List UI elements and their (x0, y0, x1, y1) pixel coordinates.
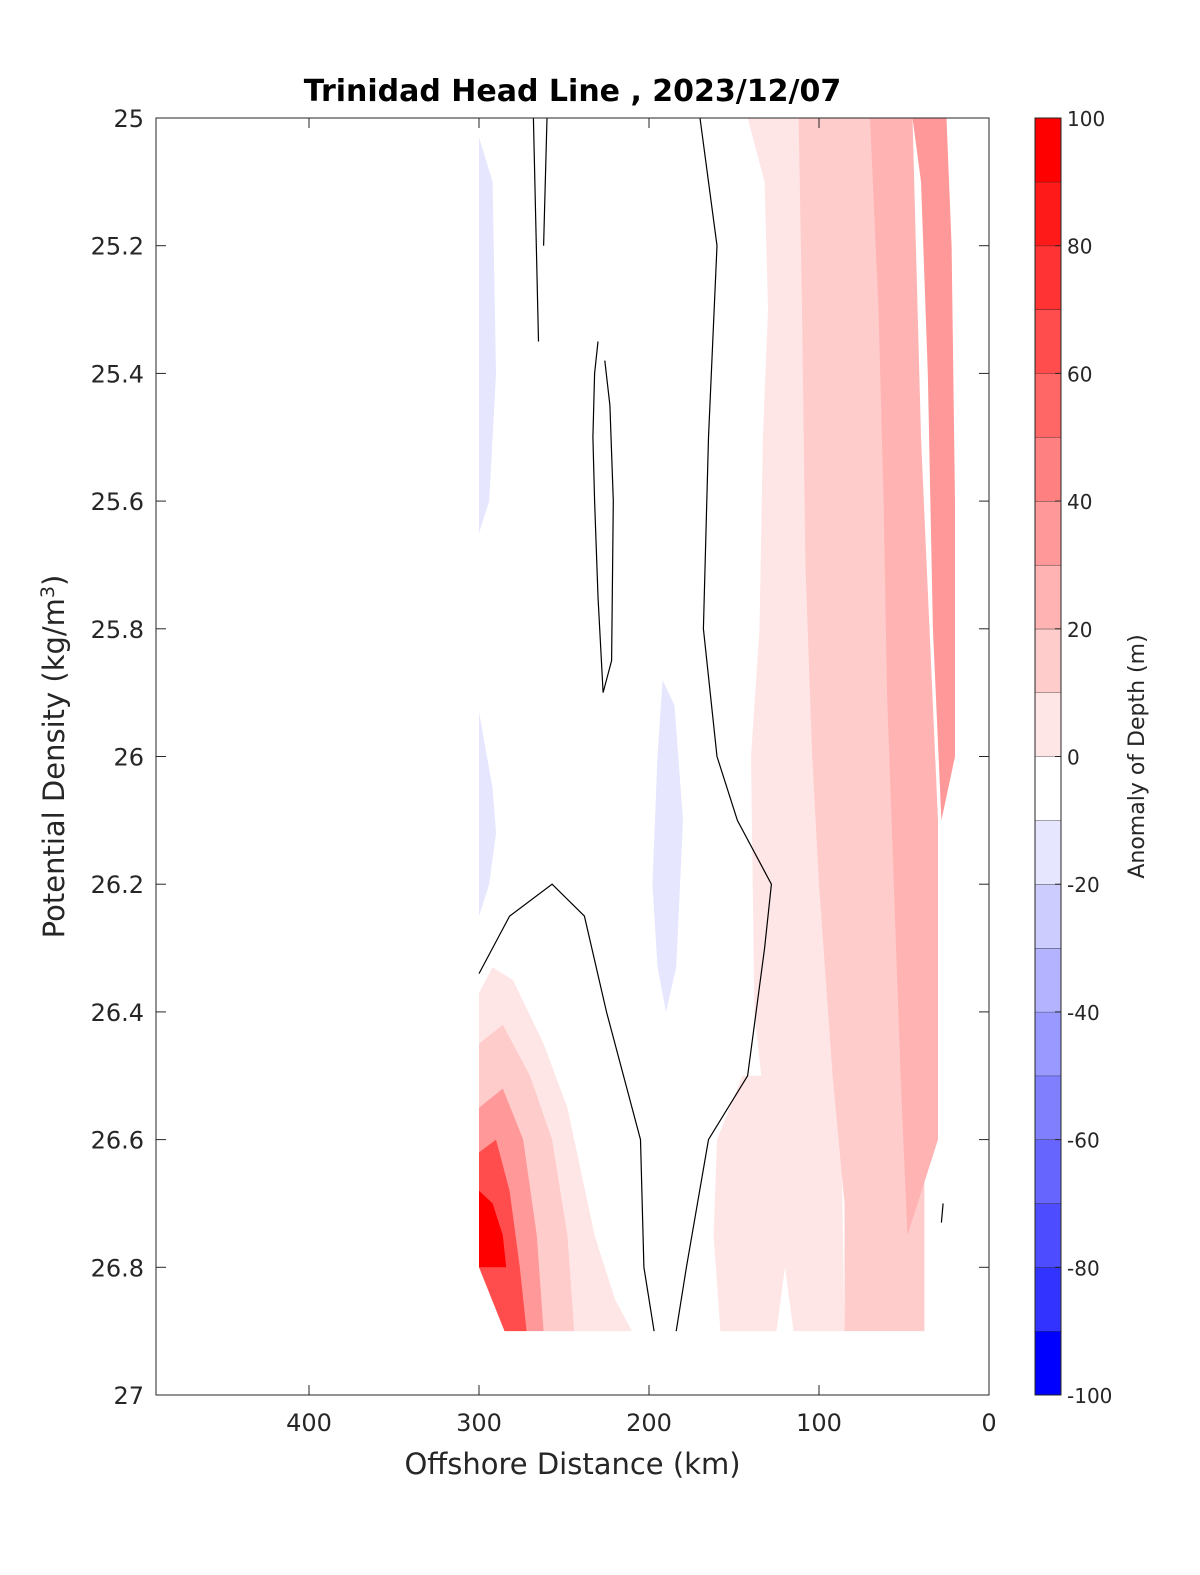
contour-fill-region-12 (479, 1139, 527, 1332)
colorbar-band--70 (1035, 1139, 1061, 1204)
contour-fill-region-13 (479, 1190, 507, 1268)
x-tick-label-2: 200 (626, 1409, 672, 1437)
colorbar-band--50 (1035, 1011, 1061, 1076)
colorbar-tick-label-3: 40 (1067, 490, 1092, 514)
y-tick-label-7: 26.4 (91, 999, 144, 1027)
y-tick-label-10: 27 (113, 1382, 144, 1410)
x-tick-label-0: 400 (286, 1409, 332, 1437)
colorbar-band-10 (1035, 628, 1061, 693)
colorbar-band--100 (1035, 1331, 1061, 1395)
contour-fill-region-7 (870, 118, 938, 1236)
zero-contour-line-4 (478, 883, 655, 1332)
colorbar-band--80 (1035, 1203, 1061, 1268)
contour-fill-region-8 (912, 118, 955, 821)
colorbar-band-30 (1035, 501, 1061, 565)
colorbar-tick-label-5: 0 (1067, 746, 1080, 770)
colorbar-band--90 (1035, 1267, 1061, 1332)
zero-contour-line-5 (940, 1203, 944, 1223)
colorbar-band--30 (1035, 884, 1061, 949)
contour-fill-region-2 (479, 711, 496, 917)
colorbar-tick-label-6: -20 (1067, 873, 1100, 897)
colorbar-band-70 (1035, 245, 1061, 310)
colorbar-tick-label-7: -40 (1067, 1001, 1100, 1025)
y-tick-label-3: 25.6 (91, 488, 144, 516)
y-axis-label-main: Potential Density (kg/m (37, 598, 71, 938)
colorbar-band-40 (1035, 437, 1061, 502)
colorbar-band--10 (1035, 756, 1061, 821)
colorbar-tick-label-8: -60 (1067, 1129, 1100, 1153)
y-tick-label-9: 26.8 (91, 1254, 144, 1282)
y-tick-label-1: 25.2 (91, 233, 144, 261)
colorbar-tick-label-1: 80 (1067, 235, 1092, 259)
chart-title: Trinidad Head Line , 2023/12/07 (304, 74, 841, 109)
plot-area (478, 118, 955, 1332)
x-axis-label: Offshore Distance (km) (404, 1447, 740, 1481)
y-tick-label-0: 25 (113, 105, 144, 133)
colorbar-band--40 (1035, 948, 1061, 1012)
colorbar-band-80 (1035, 181, 1061, 246)
zero-contour-line-3 (675, 118, 773, 1332)
contour-fill-region-4 (652, 679, 683, 1012)
contour-fill-region-14 (713, 1075, 794, 1332)
y-tick-label-2: 25.4 (91, 360, 144, 388)
zero-contour-line-1 (543, 118, 548, 246)
colorbar-band-0 (1035, 692, 1061, 757)
colorbar-tick-label-2: 60 (1067, 362, 1092, 386)
colorbar-band-90 (1035, 118, 1061, 182)
colorbar-label: Anomaly of Depth (m) (1125, 634, 1150, 878)
colorbar-tick-label-9: -80 (1067, 1256, 1100, 1280)
y-axis-label-close: ) (37, 575, 71, 586)
x-tick-label-3: 100 (796, 1409, 842, 1437)
colorbar-band-20 (1035, 564, 1061, 629)
zero-contour-line-0 (532, 118, 540, 342)
colorbar-tick-label-4: 20 (1067, 618, 1092, 642)
zero-contour-line-2 (592, 341, 614, 693)
y-tick-label-4: 25.8 (91, 616, 144, 644)
colorbar-band--20 (1035, 820, 1061, 885)
y-tick-label-8: 26.6 (91, 1127, 144, 1155)
plot-axes: 400 300 200 100 0 25 25.2 25.4 25.6 25.8 26 26.2 26.… (91, 105, 997, 1437)
y-tick-label-6: 26.2 (91, 871, 144, 899)
colorbar-tick-label-10: -100 (1067, 1384, 1112, 1408)
colorbar-band-60 (1035, 309, 1061, 374)
colorbar-band--60 (1035, 1075, 1061, 1140)
colorbar-tick-label-0: 100 (1067, 107, 1105, 131)
x-tick-label-1: 300 (456, 1409, 502, 1437)
y-axis-label-superscript: 3 (37, 586, 59, 598)
contour-fill-region-1 (479, 137, 496, 533)
x-tick-label-4: 0 (981, 1409, 996, 1437)
y-tick-label-5: 26 (113, 744, 144, 772)
colorbar: 100 80 60 40 20 0 -20 -40 -60 -80 -100 (1034, 107, 1112, 1408)
y-axis-label: Potential Density (kg/m3) (37, 575, 71, 939)
colorbar-band-50 (1035, 373, 1061, 438)
